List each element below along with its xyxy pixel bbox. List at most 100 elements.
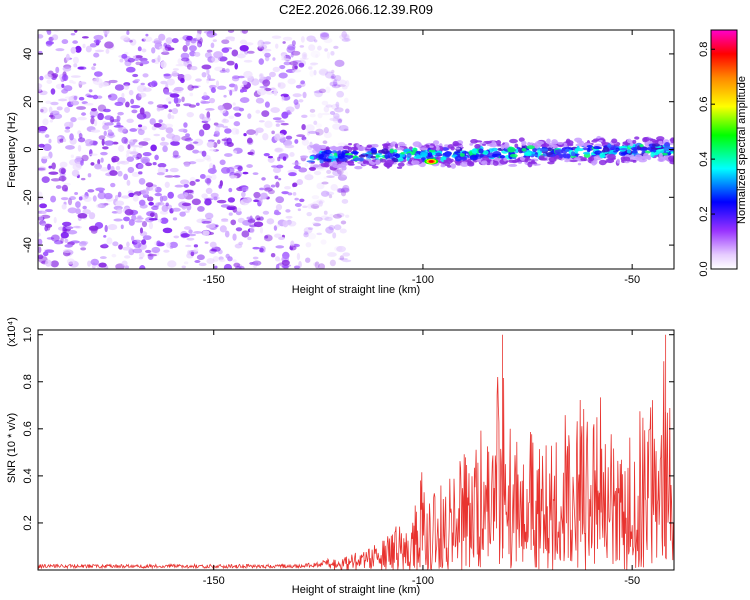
band-cell <box>469 154 478 161</box>
noise-cell <box>229 89 233 96</box>
noise-cell <box>239 97 250 103</box>
noise-cell <box>158 45 166 50</box>
noise-cell <box>38 254 44 260</box>
noise-cell <box>45 100 52 104</box>
noise-cell <box>336 188 343 193</box>
noise-cell <box>59 161 68 168</box>
band-cell <box>328 155 337 160</box>
noise-cell <box>123 216 130 222</box>
band-cell <box>638 158 648 163</box>
noise-cell <box>341 31 347 39</box>
noise-cell <box>147 253 158 257</box>
noise-cell <box>278 72 288 79</box>
noise-cell <box>201 193 208 199</box>
noise-cell <box>62 221 72 227</box>
band-cell <box>344 150 350 154</box>
noise-cell <box>313 90 323 94</box>
band-cell <box>545 152 554 156</box>
noise-cell <box>237 165 243 172</box>
noise-cell <box>90 129 101 133</box>
noise-cell <box>275 245 285 249</box>
noise-cell <box>281 259 290 266</box>
noise-cell <box>211 246 221 252</box>
noise-cell <box>342 184 350 193</box>
noise-cell <box>38 143 45 148</box>
noise-cell <box>156 240 161 245</box>
band-cell <box>482 156 490 162</box>
noise-cell <box>229 175 238 179</box>
noise-cell <box>234 243 243 249</box>
noise-cell <box>270 253 276 258</box>
noise-cell <box>259 187 265 191</box>
noise-cell <box>246 137 253 144</box>
band-cell <box>616 158 621 164</box>
noise-cell <box>292 69 302 73</box>
noise-cell <box>124 209 134 216</box>
noise-cell <box>232 106 242 111</box>
noise-cell <box>178 128 188 133</box>
x-tick-label: -150 <box>203 274 225 286</box>
noise-cell <box>100 151 108 156</box>
noise-cell <box>133 241 142 249</box>
band-cell <box>396 166 403 169</box>
noise-cell <box>278 177 282 181</box>
noise-cell <box>73 95 78 101</box>
band-cell <box>385 159 395 165</box>
noise-cell <box>324 48 328 52</box>
noise-cell <box>293 265 301 269</box>
noise-cell <box>44 249 55 253</box>
noise-cell <box>291 162 301 165</box>
snr-frame <box>37 329 675 571</box>
noise-cell <box>239 44 249 52</box>
colorbar-axis: 0.0 0.2 0.4 0.6 0.8 <box>698 42 715 277</box>
noise-cell <box>247 236 252 241</box>
noise-cell <box>282 139 293 147</box>
noise-cell <box>259 226 264 234</box>
noise-cell <box>159 141 169 146</box>
noise-cell <box>339 228 347 234</box>
noise-cell <box>301 139 310 146</box>
noise-cell <box>128 192 135 198</box>
noise-cell <box>183 183 189 188</box>
noise-cell <box>56 106 63 111</box>
noise-cell <box>258 58 264 65</box>
noise-cell <box>294 202 302 208</box>
band-cell <box>569 159 578 163</box>
noise-cell <box>292 191 297 196</box>
y-tick-label: 40 <box>22 48 34 60</box>
noise-cell <box>309 113 316 118</box>
noise-cell <box>162 47 169 53</box>
noise-cell <box>262 133 269 141</box>
noise-cell <box>143 36 153 42</box>
noise-cell <box>126 118 134 124</box>
noise-cell <box>180 233 190 238</box>
band-cell <box>593 158 598 165</box>
band-cell <box>444 151 451 157</box>
noise-cell <box>166 78 175 86</box>
band-cell <box>379 158 387 163</box>
noise-cell <box>331 74 336 80</box>
noise-cell <box>153 133 161 137</box>
noise-cell <box>134 78 141 82</box>
noise-cell <box>252 172 259 175</box>
noise-cell <box>113 125 124 128</box>
noise-cell <box>175 103 181 107</box>
snr-line-plot <box>38 334 674 570</box>
noise-cell <box>151 47 156 54</box>
noise-cell <box>282 220 289 228</box>
noise-cell <box>126 179 131 186</box>
x-tick-label: -50 <box>624 575 640 587</box>
band-cell <box>425 144 430 148</box>
noise-cell <box>141 125 148 131</box>
noise-cell <box>334 245 343 252</box>
noise-cell <box>206 78 210 84</box>
noise-cell <box>275 148 283 152</box>
noise-cell <box>324 71 335 79</box>
noise-cell <box>323 131 332 139</box>
noise-cell <box>224 153 233 157</box>
noise-cell <box>221 39 230 45</box>
noise-cell <box>289 61 299 66</box>
noise-cell <box>292 182 298 188</box>
noise-cell <box>291 40 296 46</box>
noise-cell <box>343 128 349 132</box>
